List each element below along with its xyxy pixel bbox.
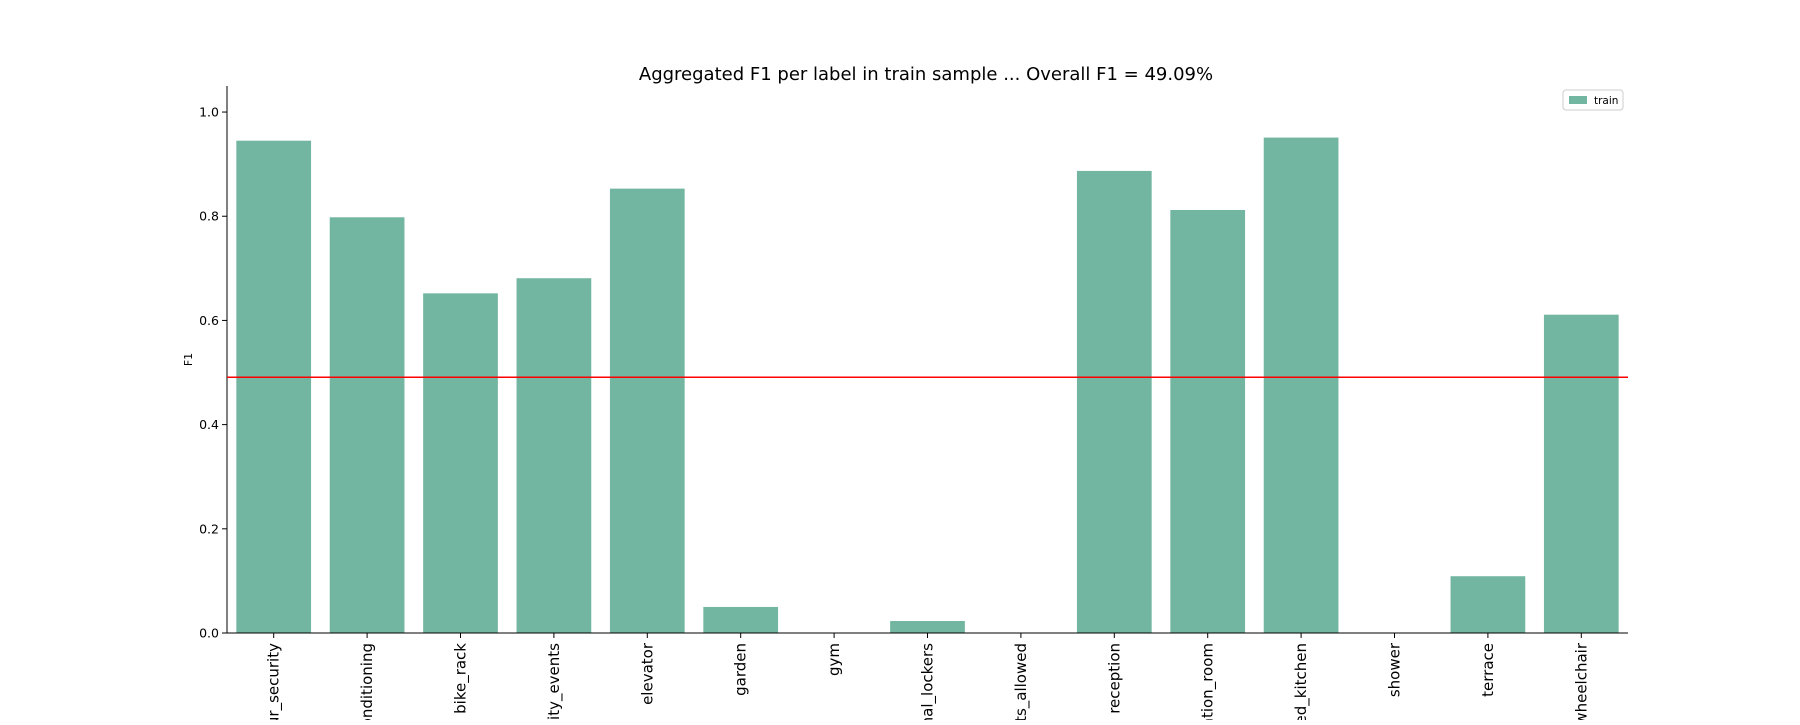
- bar-ur_security: [236, 140, 312, 633]
- y-axis-ticks: 0.0 0.2 0.4 0.6 0.8 1.0: [199, 105, 227, 641]
- bar-wheelchair: [1543, 314, 1619, 633]
- bar-onditioning: [329, 217, 405, 633]
- x-tick-label: bike_rack: [452, 643, 471, 714]
- x-tick-label: terrace: [1479, 643, 1497, 697]
- x-tick-label: onditioning: [358, 643, 376, 720]
- y-tick-label: 0.8: [199, 209, 219, 224]
- y-axis-label: F1: [182, 353, 195, 366]
- y-tick-label: 0.2: [199, 521, 219, 536]
- x-axis-ticks: ur_security onditioning bike_rack nity_even…: [265, 633, 1590, 725]
- bar-nity_events: [516, 278, 592, 633]
- legend-swatch-train: [1569, 96, 1587, 104]
- bar-elevator: [609, 188, 685, 633]
- bar-terrace: [1450, 576, 1526, 633]
- bar-bike_rack: [423, 293, 498, 633]
- y-tick-label: 0.0: [199, 626, 219, 641]
- x-tick-label: ation_room: [1199, 643, 1218, 720]
- y-tick-label: 0.6: [199, 313, 219, 328]
- x-tick-label: gym: [825, 643, 843, 676]
- legend-frame: [1562, 89, 1624, 111]
- x-tick-label: nal_lockers: [919, 643, 938, 720]
- x-tick-label: wheelchair: [1572, 642, 1590, 720]
- x-tick-label: ur_security: [265, 643, 284, 720]
- y-tick-label: 0.4: [199, 417, 219, 432]
- bars-group: [236, 137, 1619, 634]
- x-tick-label: reception: [1105, 643, 1123, 714]
- x-tick-label: nity_events: [545, 643, 564, 720]
- y-tick-label: 1.0: [199, 105, 219, 120]
- x-tick-label: ts_allowed: [1012, 643, 1031, 720]
- x-tick-label: elevator: [638, 642, 656, 705]
- bar-garden: [703, 606, 779, 633]
- x-tick-label: shower: [1386, 642, 1404, 697]
- x-tick-label: ed_kitchen: [1292, 643, 1311, 720]
- bar-ed_kitchen: [1263, 137, 1339, 633]
- bar-ation_room: [1170, 209, 1246, 633]
- legend: train: [1562, 89, 1624, 111]
- legend-label-train: train: [1594, 95, 1618, 107]
- bar-nal_lockers: [890, 621, 965, 633]
- x-tick-label: garden: [732, 643, 750, 696]
- chart-title: Aggregated F1 per label in train sample …: [639, 64, 1213, 85]
- bar-reception: [1076, 170, 1152, 634]
